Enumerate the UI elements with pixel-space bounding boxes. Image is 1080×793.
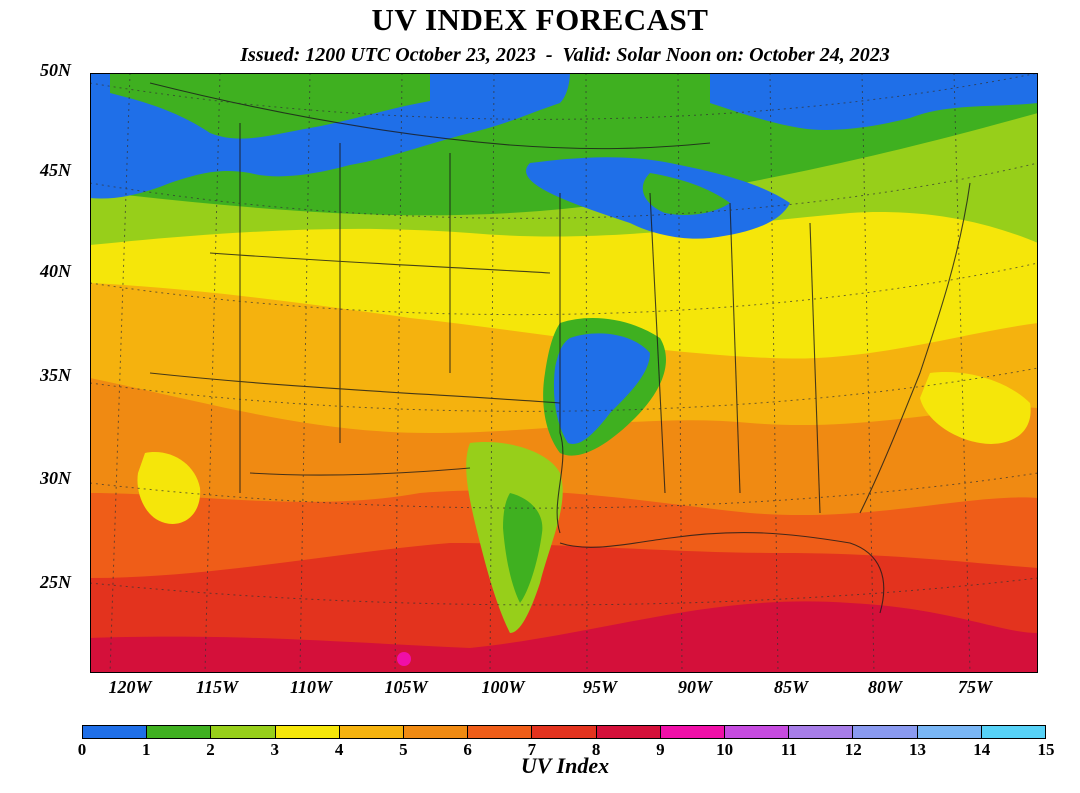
colorbar-swatch-11 xyxy=(789,726,854,738)
colorbar-tick-13: 13 xyxy=(908,740,926,759)
lon-label-95w: 95W xyxy=(582,677,618,697)
lon-label-80w: 80W xyxy=(867,677,903,697)
green-texas xyxy=(503,493,543,603)
colorbar-tick-10: 10 xyxy=(716,740,734,759)
colorbar-tick-4: 4 xyxy=(334,740,344,759)
blue-ne xyxy=(710,73,1038,130)
yellow-east-coast xyxy=(920,372,1031,444)
colorbar-label: UV Index xyxy=(520,753,610,778)
green-lakes-inset xyxy=(642,173,730,215)
colorbar-tick-2: 2 xyxy=(206,740,215,759)
colorbar-tick-12: 12 xyxy=(844,740,862,759)
colorbar-tick-14: 14 xyxy=(973,740,991,759)
colorbar-swatch-5 xyxy=(404,726,469,738)
lon-label-105w: 105W xyxy=(384,677,428,697)
colorbar-swatch-12 xyxy=(853,726,918,738)
band-uv8 xyxy=(90,601,1038,673)
colorbar-tick-5: 5 xyxy=(399,740,408,759)
boundary-lines xyxy=(149,82,971,614)
map-subtitle: Issued: 1200 UTC October 23, 2023 - Vali… xyxy=(240,44,890,66)
colorbar-tick-7: 7 xyxy=(527,740,537,759)
colorbar-tick-0: 0 xyxy=(77,740,87,759)
lon-label-100w: 100W xyxy=(481,677,525,697)
graticule xyxy=(90,73,1038,673)
lon-label-75w: 75W xyxy=(957,677,993,697)
colorbar-swatch-7 xyxy=(532,726,597,738)
uv-peak-spot xyxy=(397,652,411,666)
colorbar-swatch-1 xyxy=(147,726,212,738)
colorbar-swatch-10 xyxy=(725,726,790,738)
colorbar-swatch-2 xyxy=(211,726,276,738)
map-title: UV INDEX FORECAST xyxy=(371,2,709,37)
lon-label-115w: 115W xyxy=(195,677,239,697)
colorbar-tick-1: 1 xyxy=(142,740,151,759)
lon-label-110w: 110W xyxy=(289,677,333,697)
yellow-southwest xyxy=(137,452,201,524)
lat-label-50n: 50N xyxy=(40,60,71,80)
blue-plains xyxy=(553,333,650,444)
lon-label-85w: 85W xyxy=(773,677,809,697)
colorbar-swatch-3 xyxy=(275,726,340,738)
map-frame xyxy=(90,73,1038,673)
colorbar-swatch-4 xyxy=(339,726,405,738)
uv-forecast-map xyxy=(90,73,1038,673)
lat-label-40n: 40N xyxy=(40,261,71,281)
colorbar-tick-9: 9 xyxy=(656,740,665,759)
lat-label-30n: 30N xyxy=(40,468,71,488)
colorbar-swatch-13 xyxy=(917,726,982,738)
uv-colorbar xyxy=(82,725,1046,739)
lon-label-120w: 120W xyxy=(108,677,152,697)
colorbar-tick-8: 8 xyxy=(591,740,601,759)
colorbar-tick-6: 6 xyxy=(463,740,472,759)
lat-label-35n: 35N xyxy=(40,365,71,385)
lat-label-25n: 25N xyxy=(40,572,71,592)
colorbar-tick-3: 3 xyxy=(270,740,280,759)
lat-label-45n: 45N xyxy=(40,160,71,180)
colorbar-swatch-6 xyxy=(468,726,533,738)
colorbar-tick-11: 11 xyxy=(780,740,797,759)
colorbar-swatch-8 xyxy=(596,726,661,738)
green-nw-inset xyxy=(110,73,430,139)
colorbar-swatch-14 xyxy=(981,726,1046,738)
colorbar-swatch-9 xyxy=(660,726,726,738)
colorbar-tick-15: 15 xyxy=(1037,740,1055,759)
lon-label-90w: 90W xyxy=(677,677,713,697)
colorbar-swatch-0 xyxy=(83,726,148,738)
